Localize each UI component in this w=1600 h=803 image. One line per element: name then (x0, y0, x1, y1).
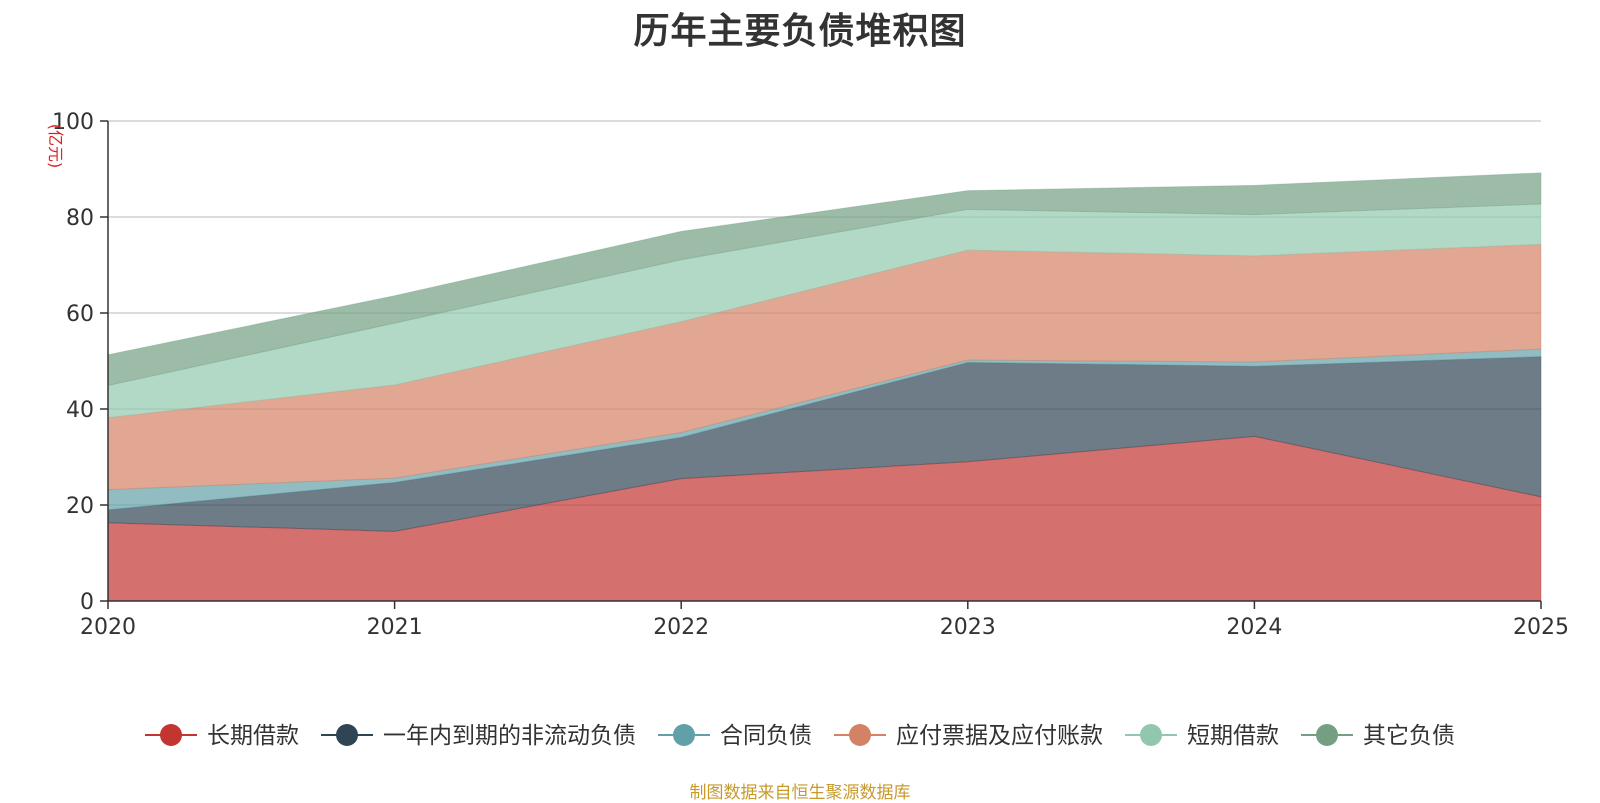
area-series-5[interactable] (107, 172, 1542, 387)
y-axis-unit-label: (亿元) (46, 124, 65, 169)
area-series (107, 172, 1542, 602)
legend-item-0[interactable]: 长期借款 (145, 723, 299, 749)
legend-label: 其它负债 (1363, 723, 1455, 749)
legend-label: 短期借款 (1187, 723, 1279, 749)
x-tick-label-2021: 2021 (367, 615, 423, 640)
legend-item-3[interactable]: 应付票据及应付账款 (834, 723, 1103, 749)
legend-label: 应付票据及应付账款 (896, 723, 1103, 749)
legend-label: 合同负债 (720, 723, 812, 749)
legend-circle-icon (1316, 724, 1338, 746)
legend-item-5[interactable]: 其它负债 (1301, 723, 1455, 749)
legend-circle-icon (1140, 724, 1162, 746)
legend-circle-icon (336, 724, 358, 746)
legend-circle-icon (160, 724, 182, 746)
x-tick-label-2020: 2020 (80, 615, 136, 640)
y-tick-label-60: 60 (66, 302, 94, 327)
legend-label: 一年内到期的非流动负债 (383, 723, 636, 749)
legend-circle-icon (673, 724, 695, 746)
legend-label: 长期借款 (207, 723, 299, 749)
x-tick-label-2024: 2024 (1226, 615, 1282, 640)
x-tick-label-2025: 2025 (1513, 615, 1569, 640)
chart-title: 历年主要负债堆积图 (633, 11, 967, 52)
y-tick-label-40: 40 (66, 398, 94, 423)
legend-item-1[interactable]: 一年内到期的非流动负债 (321, 723, 636, 749)
y-tick-label-100: 100 (52, 110, 94, 135)
legend[interactable]: 长期借款 一年内到期的非流动负债 合同负债 应付票据及应付账款 短期借款 其它负债 (145, 723, 1455, 749)
x-tick-label-2023: 2023 (940, 615, 996, 640)
legend-item-2[interactable]: 合同负债 (658, 723, 812, 749)
data-source-note: 制图数据来自恒生聚源数据库 (689, 783, 911, 803)
y-tick-label-80: 80 (66, 206, 94, 231)
y-tick-label-0: 0 (80, 590, 94, 615)
legend-circle-icon (849, 724, 871, 746)
x-tick-label-2022: 2022 (653, 615, 709, 640)
legend-item-4[interactable]: 短期借款 (1125, 723, 1279, 749)
axes: 0 20 40 60 80 100 2020 2021 2022 2023 2024 2025 (亿元) (46, 110, 1569, 640)
y-tick-label-20: 20 (66, 494, 94, 519)
